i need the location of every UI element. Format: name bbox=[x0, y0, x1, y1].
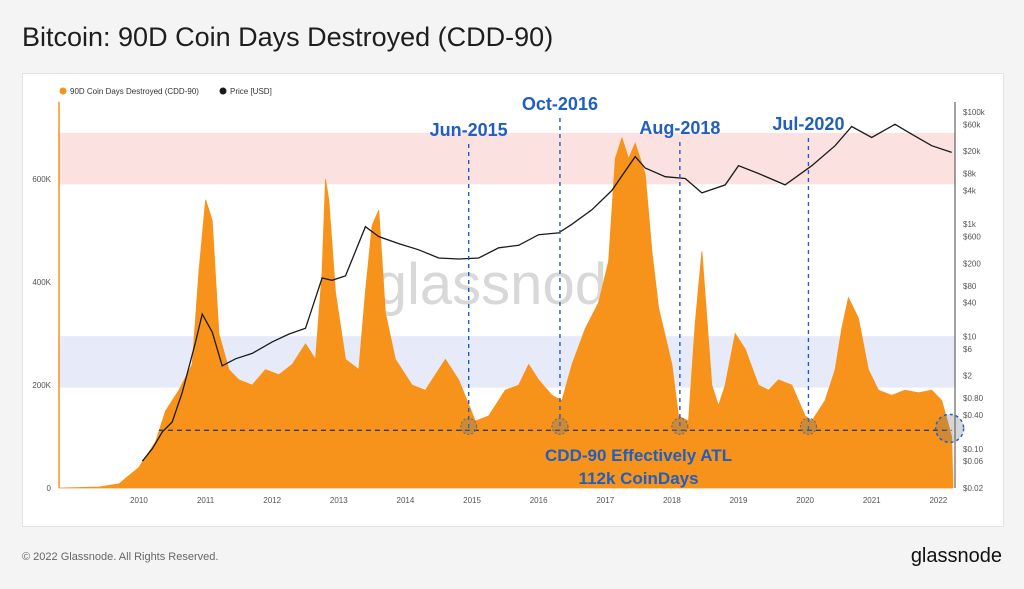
x-tick-label: 2022 bbox=[929, 496, 947, 505]
right-tick-label: $2 bbox=[963, 372, 972, 381]
x-tick-label: 2020 bbox=[796, 496, 814, 505]
left-tick-label: 200K bbox=[32, 381, 51, 390]
left-tick-label: 0 bbox=[47, 484, 52, 493]
right-tick-label: $40 bbox=[963, 299, 977, 308]
price-line-series bbox=[141, 123, 952, 462]
right-tick-label: $20k bbox=[963, 147, 981, 156]
watermark-text: glassnode bbox=[375, 252, 639, 317]
x-tick-label: 2017 bbox=[596, 496, 614, 505]
marker-label: Oct-2016 bbox=[522, 94, 598, 114]
legend-label: Price [USD] bbox=[230, 87, 272, 96]
right-tick-label: $4k bbox=[963, 186, 977, 195]
current-atl-circle bbox=[934, 413, 965, 444]
right-tick-label: $0.80 bbox=[963, 394, 984, 403]
marker-circle bbox=[799, 417, 817, 435]
right-tick-label: $10 bbox=[963, 332, 977, 341]
page-title: Bitcoin: 90D Coin Days Destroyed (CDD-90… bbox=[22, 22, 554, 52]
right-tick-label: $8k bbox=[963, 169, 977, 178]
marker-circle bbox=[460, 417, 478, 435]
marker-label: Jul-2020 bbox=[772, 114, 844, 134]
annotation-line2: 112k CoinDays bbox=[579, 469, 699, 488]
x-tick-label: 2012 bbox=[263, 496, 281, 505]
right-tick-label: $600 bbox=[963, 233, 981, 242]
x-tick-label: 2015 bbox=[463, 496, 481, 505]
x-tick-label: 2018 bbox=[663, 496, 681, 505]
right-tick-label: $0.40 bbox=[963, 411, 984, 420]
x-tick-label: 2013 bbox=[330, 496, 348, 505]
cdd-chart: glassnode 0 200K 400K 600K $100k $60k $20k $8k $4… bbox=[32, 87, 986, 505]
cdd-area-series bbox=[58, 136, 954, 489]
right-tick-label: $1k bbox=[963, 220, 977, 229]
right-tick-label: $100k bbox=[963, 108, 986, 117]
marker-circle bbox=[671, 417, 689, 435]
right-tick-label: $200 bbox=[963, 259, 981, 268]
glassnode-logo: glassnode bbox=[910, 545, 1002, 567]
x-tick-label: 2010 bbox=[130, 496, 148, 505]
legend-label: 90D Coin Days Destroyed (CDD-90) bbox=[70, 87, 199, 96]
annotation-line1: CDD-90 Effectively ATL bbox=[545, 446, 732, 465]
x-tick-label: 2019 bbox=[730, 496, 748, 505]
marker-circle bbox=[551, 417, 569, 435]
marker-label: Aug-2018 bbox=[639, 118, 720, 138]
right-tick-label: $0.10 bbox=[963, 445, 984, 454]
legend-marker bbox=[59, 87, 67, 95]
x-tick-label: 2011 bbox=[197, 496, 215, 505]
x-tick-label: 2014 bbox=[397, 496, 415, 505]
chart-card: glassnode 0 200K 400K 600K $100k $60k $20k $8k $4… bbox=[22, 73, 1004, 527]
right-tick-label: $0.06 bbox=[963, 457, 984, 466]
copyright-text: © 2022 Glassnode. All Rights Reserved. bbox=[22, 551, 219, 563]
x-tick-label: 2016 bbox=[530, 496, 548, 505]
right-tick-label: $0.02 bbox=[963, 484, 984, 493]
right-tick-label: $80 bbox=[963, 282, 977, 291]
red-band bbox=[59, 132, 955, 185]
right-tick-label: $60k bbox=[963, 120, 981, 129]
x-tick-label: 2021 bbox=[863, 496, 881, 505]
marker-label: Jun-2015 bbox=[430, 120, 508, 140]
right-tick-label: $6 bbox=[963, 345, 972, 354]
left-tick-label: 400K bbox=[32, 278, 51, 287]
left-tick-label: 600K bbox=[32, 175, 51, 184]
legend-marker bbox=[219, 87, 227, 95]
